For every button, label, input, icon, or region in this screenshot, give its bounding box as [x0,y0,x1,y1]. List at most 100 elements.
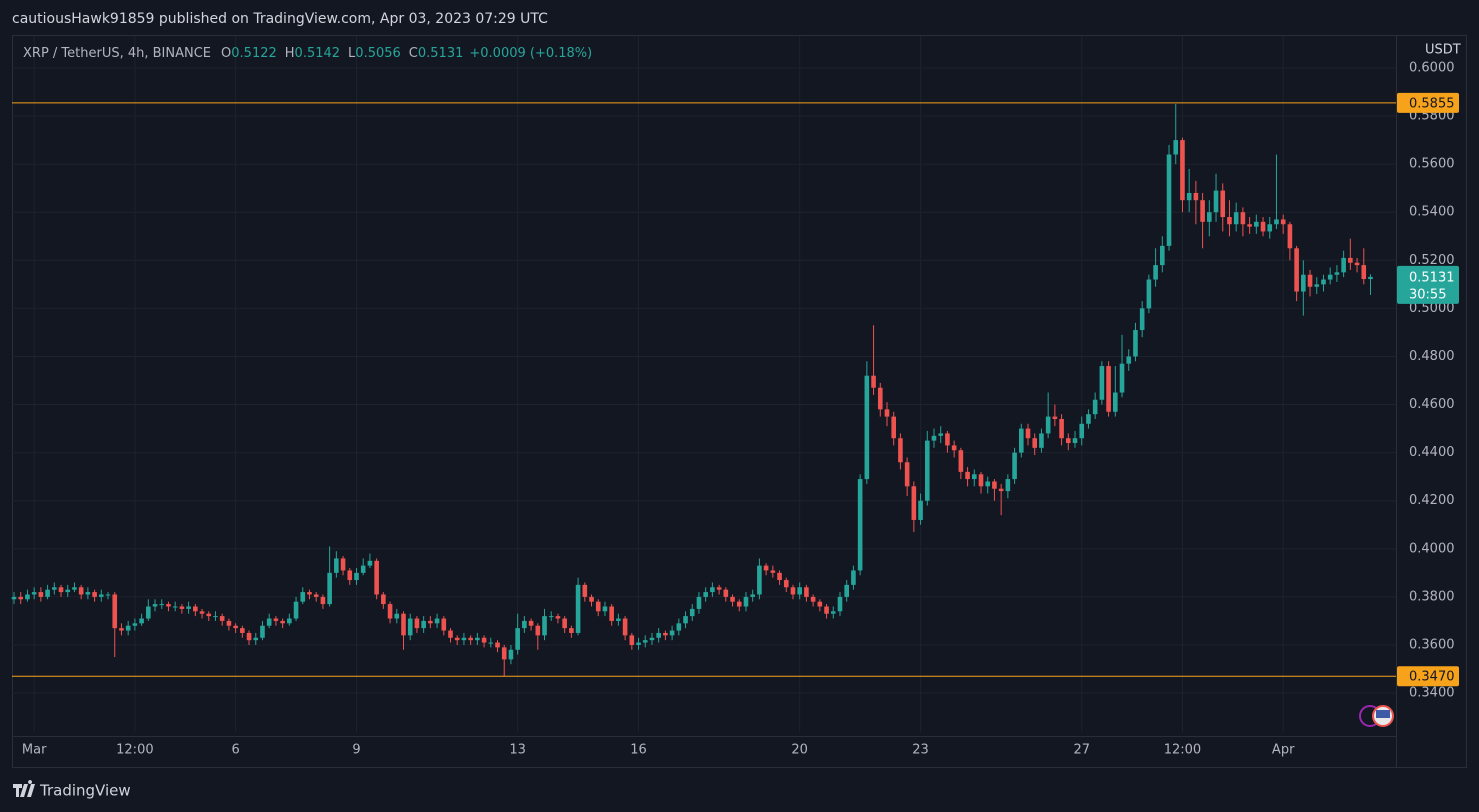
candle-body [911,486,917,520]
candle-body [689,608,695,617]
candle-body [1280,219,1286,225]
candle-body [219,616,225,621]
candle-body [495,642,500,648]
candle-body [763,565,769,571]
candle-body [938,433,944,436]
footer: TradingView [39,782,131,800]
candle-body [381,594,386,605]
level-label-box [1397,92,1459,113]
candle-body [1139,308,1145,331]
candle-body [743,596,749,607]
candle-body [851,570,856,585]
level-label: 0.5855 [1409,96,1455,111]
candle-body [508,649,514,660]
candle-body [985,481,991,487]
candle-body [139,618,144,624]
y-tick-label: 0.6000 [1409,60,1455,75]
candle-body [1126,356,1132,364]
candle-body [327,572,332,605]
ohlc-label: L [348,46,356,61]
candle-body [817,601,823,607]
candle-body [105,594,111,596]
candle-body [360,565,366,573]
grid [12,36,1396,732]
header: cautiousHawk91859 published on TradingVi… [12,11,548,27]
candle-body [347,570,353,581]
candle-body [951,445,957,451]
candle-body [1267,224,1273,232]
candle-body [636,642,641,645]
candle-body [1072,438,1078,444]
candle-body [884,409,890,417]
candle-body [501,647,507,660]
candle-body [193,606,198,612]
event-icons [1359,705,1394,727]
candle-body [1186,192,1192,201]
candle-body [515,628,520,650]
candle-body [1348,257,1353,263]
candle-body [1321,279,1326,285]
candle-body [434,618,440,624]
y-tick-label: 0.5200 [1409,253,1455,268]
x-tick-label: Apr [1272,743,1295,758]
candle-body [18,596,24,600]
candle-body [421,620,426,629]
candle-body [125,625,131,631]
y-tick-label: 0.4600 [1409,397,1455,412]
y-tick-label: 0.4400 [1409,445,1455,460]
candle-body [253,637,259,641]
level-label-box [1397,666,1459,687]
candle-body [45,589,50,597]
plot [11,102,1396,677]
candle-body [857,479,863,571]
candle-body [777,572,782,581]
candle-body [730,596,735,602]
x-tick-label: 27 [1073,743,1090,758]
candle-body [676,623,682,631]
x-tick-label: 23 [912,743,929,758]
candle-body [152,604,158,607]
chart-frame [12,35,1467,768]
candle-body [1052,416,1058,419]
candle-body [99,594,104,597]
y-tick-label: 0.3800 [1409,589,1455,604]
candle-body [260,625,265,638]
candle-body [1180,140,1185,201]
candle-body [367,560,373,566]
axes: 0.3400 0.3600 0.3800 0.4000 0.4200 0.4400 0.46… [22,60,1459,758]
candle-body [78,587,84,595]
y-tick-label: 0.3600 [1409,637,1455,652]
candle-body [837,596,843,612]
candle-body [595,601,601,612]
candle-body [602,606,608,612]
candle-body [582,584,588,597]
candle-body [978,474,984,487]
candle-body [481,637,487,643]
candle-body [656,632,661,638]
candle-body [1059,418,1064,439]
candle-body [649,637,655,641]
candle-body [1012,452,1017,480]
candle-body [461,637,467,641]
candle-body [441,618,447,631]
candle-body [334,558,339,573]
candle-body [414,618,420,629]
candle-body [918,500,923,520]
candle-body [1220,190,1226,218]
candle-body [454,637,460,641]
candle-body [246,632,252,641]
candle-body [307,592,312,595]
candle-body [92,592,97,597]
candle-body [273,618,279,621]
candle-body [609,606,614,621]
y-tick-label: 0.4800 [1409,349,1455,364]
candle-body [535,625,541,636]
candle-body [663,632,668,636]
candle-body [72,587,77,590]
candle-body [629,635,635,645]
candle-body [280,620,285,624]
icon [1376,710,1390,718]
candle-body [736,601,742,607]
